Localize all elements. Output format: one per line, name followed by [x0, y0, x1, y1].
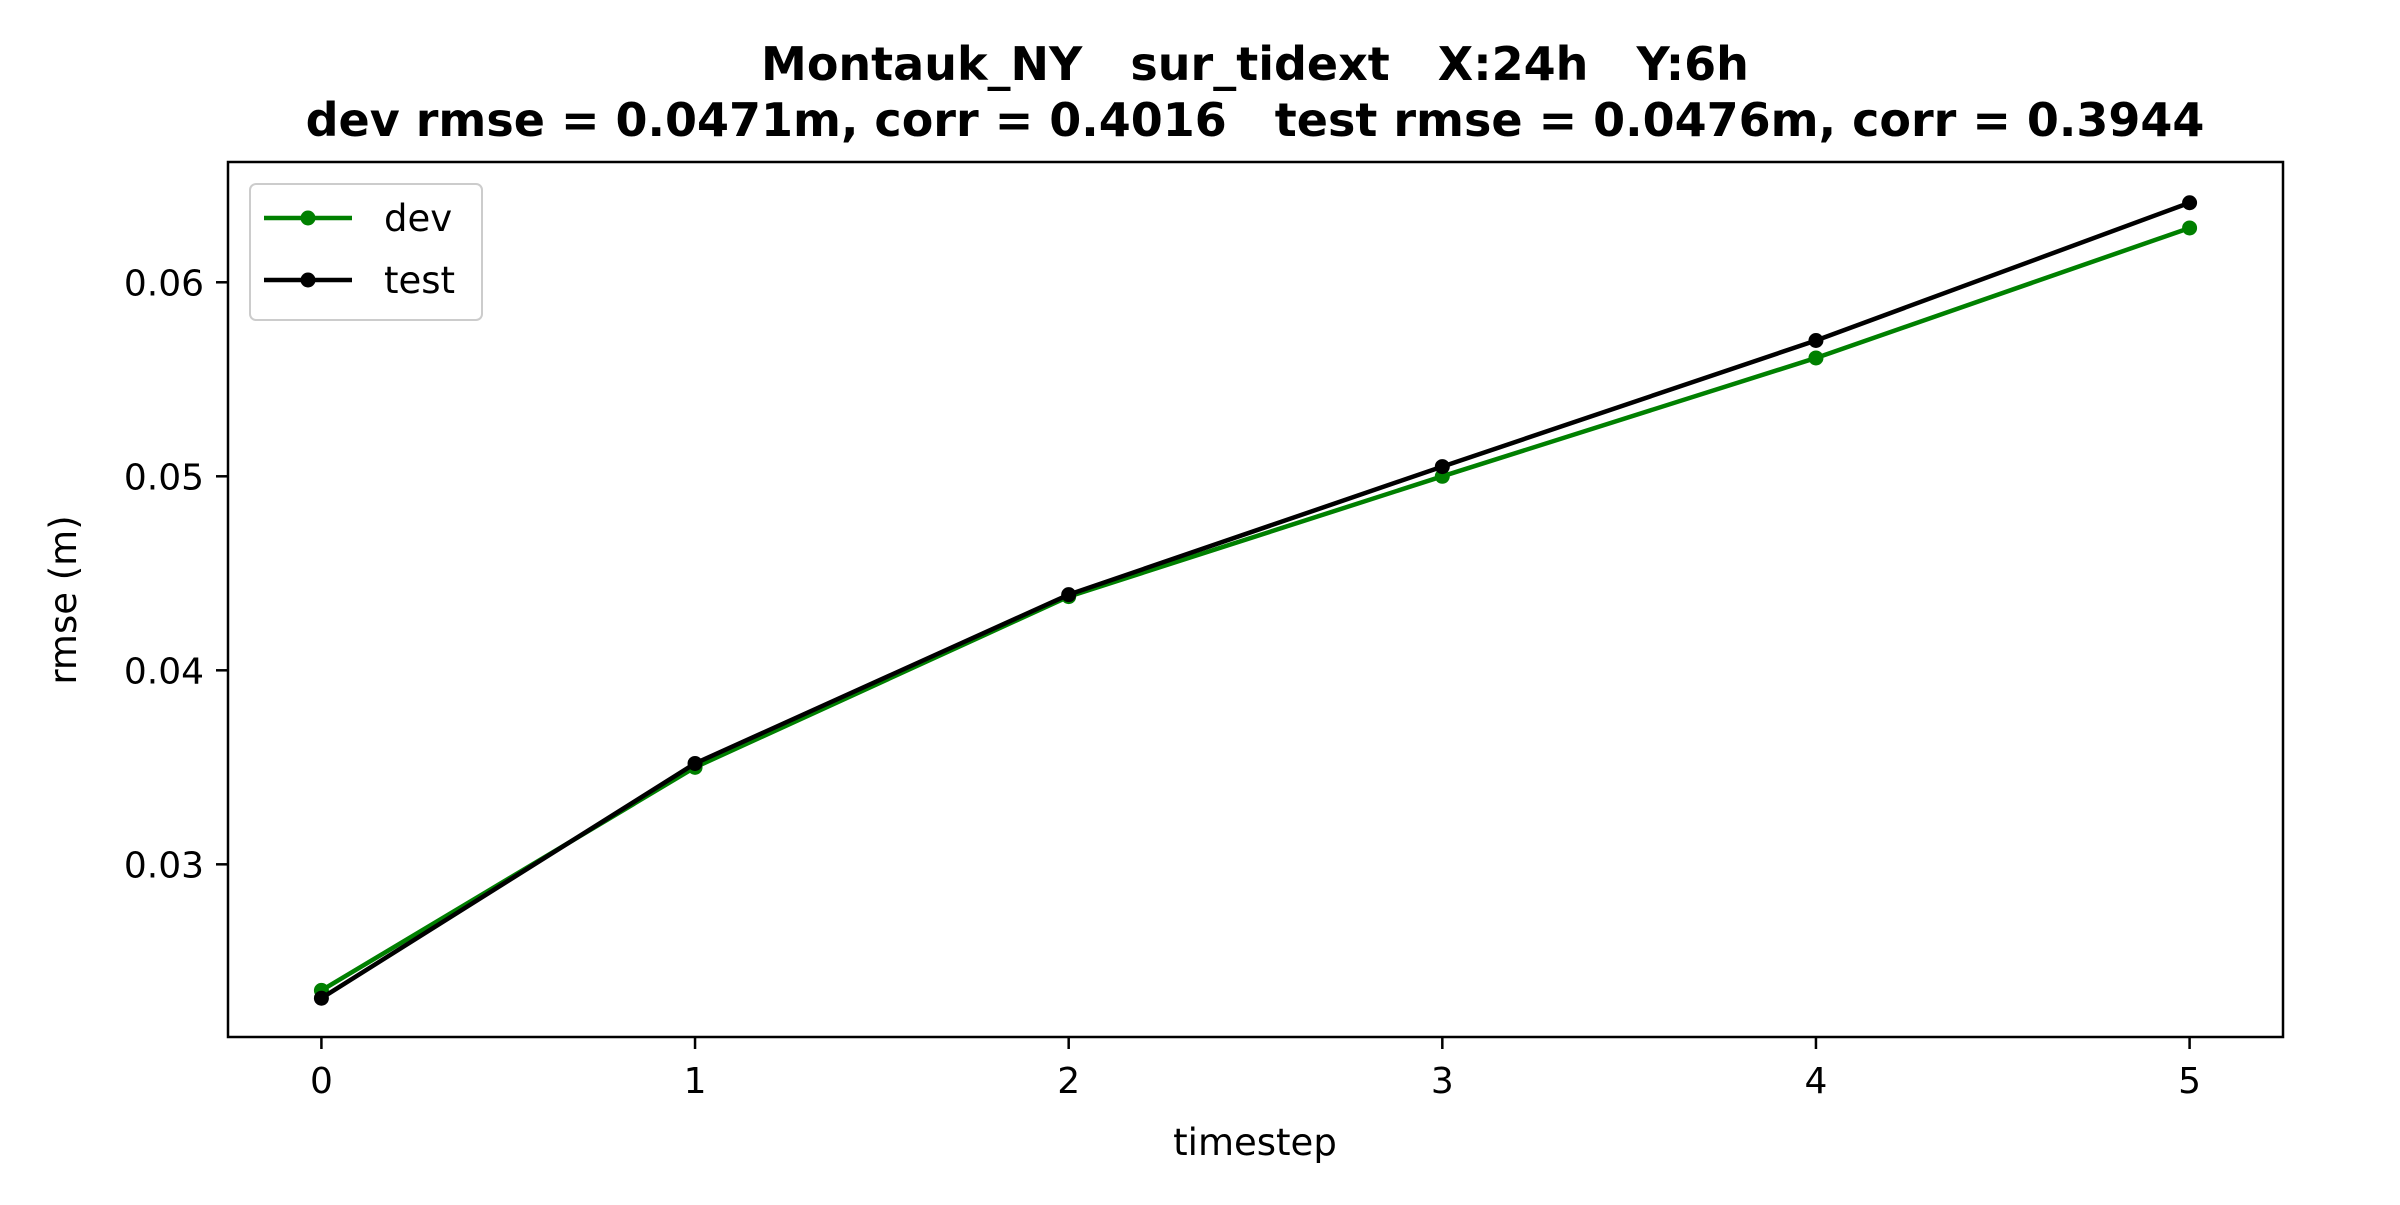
- legend-marker-dev: [300, 210, 316, 226]
- plot-area: [226, 160, 2285, 1039]
- legend-label-test: test: [384, 259, 455, 302]
- chart-title-line1: Montauk_NY sur_tidext X:24h Y:6h: [761, 37, 1749, 91]
- y-tick-label: 0.03: [124, 845, 204, 886]
- data-point-test: [313, 990, 329, 1006]
- x-axis: 0 1 2 3 4 5: [310, 1037, 2201, 1102]
- x-tick-label: 5: [2178, 1061, 2201, 1102]
- data-point-dev: [1808, 350, 1824, 366]
- series-line-test: [320, 200, 2191, 1001]
- x-tick-label: 0: [310, 1061, 333, 1102]
- chart-title-line2: dev rmse = 0.0471m, corr = 0.4016 test r…: [306, 93, 2205, 147]
- x-tick-label: 3: [1431, 1061, 1454, 1102]
- y-axis: 0.03 0.04 0.05 0.06: [124, 263, 228, 886]
- legend-label-dev: dev: [384, 197, 452, 240]
- x-tick-label: 2: [1057, 1061, 1080, 1102]
- x-tick-label: 1: [684, 1061, 707, 1102]
- series-layer: [313, 195, 2198, 1006]
- data-point-test: [1808, 332, 1824, 348]
- y-tick-label: 0.05: [124, 457, 204, 498]
- y-axis-label: rmse (m): [42, 515, 85, 684]
- data-point-dev: [2182, 220, 2198, 236]
- legend: dev test: [249, 183, 483, 321]
- data-point-test: [1061, 587, 1077, 603]
- y-tick-label: 0.04: [124, 651, 204, 692]
- data-point-test: [2182, 195, 2198, 211]
- legend-marker-test: [300, 272, 316, 288]
- data-point-test: [1434, 459, 1450, 475]
- x-tick-label: 4: [1805, 1061, 1828, 1102]
- data-point-test: [687, 755, 703, 771]
- x-axis-label: timestep: [1173, 1121, 1337, 1164]
- y-tick-label: 0.06: [124, 263, 204, 304]
